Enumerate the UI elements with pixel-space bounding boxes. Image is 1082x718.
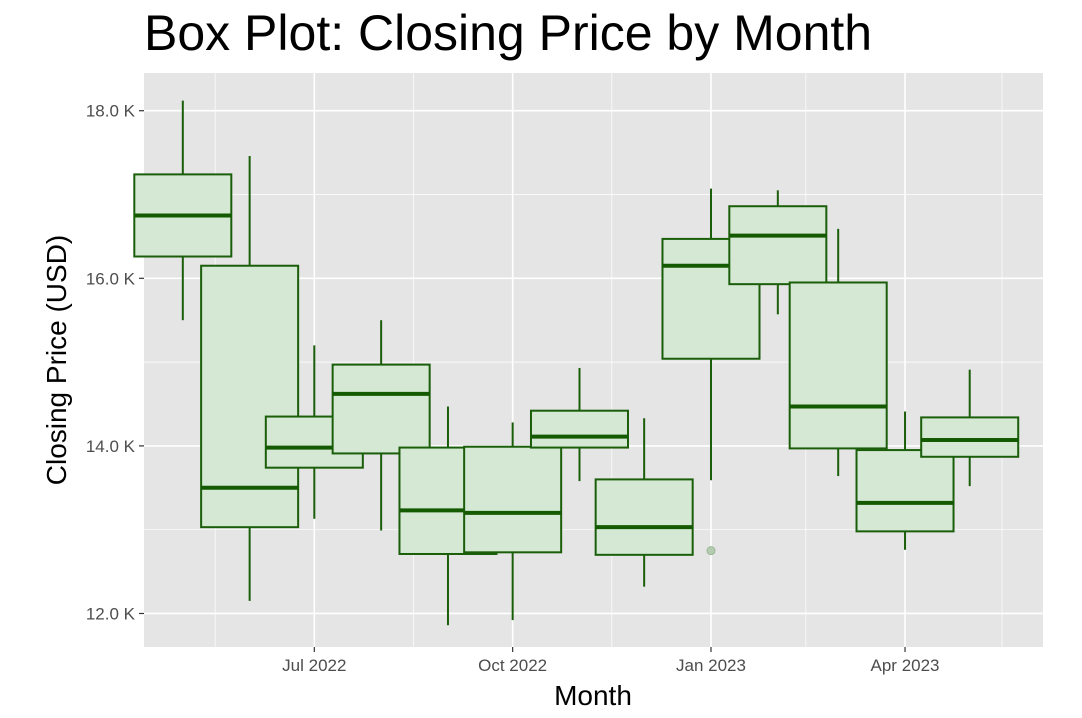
box-body (920, 416, 1020, 458)
box-body (855, 449, 955, 533)
x-tick-label: Apr 2023 (871, 656, 940, 675)
y-tick-label: 16.0 K (86, 269, 136, 288)
box-body (529, 409, 629, 449)
box-body (200, 264, 300, 529)
x-tick-label: Jul 2022 (282, 656, 346, 675)
outlier-point (706, 546, 716, 556)
box-series (133, 100, 1020, 626)
y-tick-label: 18.0 K (86, 102, 136, 121)
box-2023-03 (788, 228, 888, 477)
y-tick-label: 12.0 K (86, 604, 136, 623)
x-axis-title: Month (554, 680, 632, 711)
box-body (594, 478, 694, 556)
box-2023-02 (728, 190, 828, 315)
box-2023-05 (920, 369, 1020, 487)
x-tick-label: Oct 2022 (478, 656, 547, 675)
box-2022-05 (133, 100, 233, 321)
x-axis: Jul 2022 Oct 2022 Jan 2023 Apr 2023 (282, 647, 940, 675)
box-2022-12 (594, 418, 694, 587)
chart-title: Box Plot: Closing Price by Month (144, 5, 872, 61)
box-body (331, 363, 431, 455)
y-axis-title: Closing Price (USD) (41, 235, 72, 486)
y-tick-label: 14.0 K (86, 437, 136, 456)
box-body (788, 281, 888, 450)
box-2023-04 (855, 411, 955, 550)
y-axis: 12.0 K 14.0 K 16.0 K 18.0 K (86, 102, 144, 623)
box-2022-08 (331, 320, 431, 531)
box-2022-06 (200, 155, 300, 601)
box-2022-10 (463, 422, 563, 621)
box-body (463, 445, 563, 554)
box-body (728, 205, 828, 286)
box-2022-11 (529, 367, 629, 482)
x-tick-label: Jan 2023 (676, 656, 746, 675)
